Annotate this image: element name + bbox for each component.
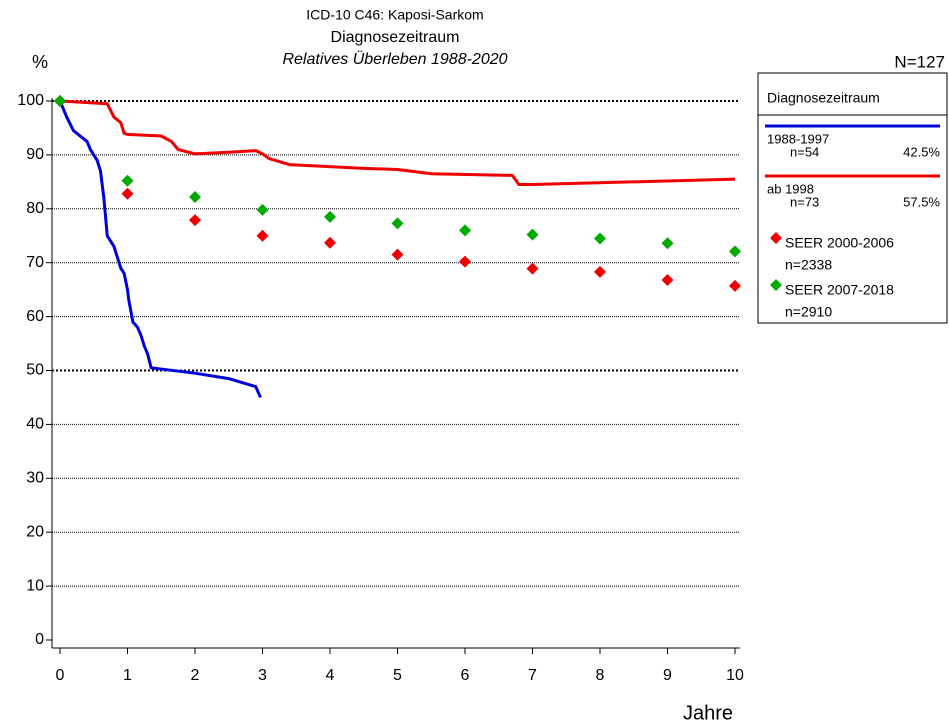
diamond-marker <box>729 245 741 258</box>
diamond-marker <box>189 190 201 203</box>
survival-line <box>58 100 262 399</box>
x-tick-label: 9 <box>663 667 672 684</box>
legend-label: 1988-1997 <box>767 131 829 146</box>
diamond-marker <box>189 214 201 227</box>
diamond-marker <box>459 224 471 237</box>
x-tick-label: 1 <box>123 667 132 684</box>
y-tick-label: 20 <box>26 523 44 540</box>
legend-label: ab 1998 <box>767 181 814 196</box>
x-tick-label: 3 <box>258 667 267 684</box>
chart-title: ICD-10 C46: Kaposi-Sarkom <box>306 7 483 23</box>
legend-count: n=2338 <box>785 257 832 273</box>
legend-label: SEER 2000-2006 <box>785 235 894 251</box>
y-tick-label: 50 <box>26 362 44 379</box>
y-tick-label: 90 <box>26 146 44 163</box>
chart-subtitle: Relatives Überleben 1988-2020 <box>282 50 507 68</box>
legend-box <box>757 72 948 324</box>
y-tick-label: 30 <box>26 470 44 487</box>
legend-count: n=2910 <box>785 304 832 320</box>
legend-label: SEER 2007-2018 <box>785 282 894 298</box>
legend-count: n=73 <box>790 194 819 209</box>
total-label: N=127 <box>894 52 945 71</box>
y-axis-label: % <box>32 52 48 72</box>
legend-count: n=54 <box>790 144 819 159</box>
legend-share: 57.5% <box>903 194 940 209</box>
diamond-marker <box>256 229 269 242</box>
legend-swatch <box>770 232 782 244</box>
y-tick-label: 70 <box>26 254 44 271</box>
y-tick-label: 40 <box>26 416 44 433</box>
chart-subtitle: Diagnosezeitraum <box>331 29 460 46</box>
x-tick-label: 2 <box>191 667 200 684</box>
y-tick-label: 0 <box>35 631 44 648</box>
diamond-marker <box>391 248 404 261</box>
diamond-marker <box>324 210 336 223</box>
legend-swatch <box>770 279 782 291</box>
legend-title: Diagnosezeitraum <box>767 90 880 106</box>
survival-line <box>59 99 736 187</box>
y-tick-label: 10 <box>26 577 44 594</box>
diamond-marker <box>121 174 134 187</box>
diamond-marker <box>391 217 404 230</box>
x-tick-label: 10 <box>726 667 744 684</box>
x-tick-label: 8 <box>596 667 605 684</box>
diamond-marker <box>526 228 539 241</box>
x-tick-label: 6 <box>461 667 470 684</box>
diamond-marker <box>324 236 336 249</box>
legend-share: 42.5% <box>903 144 940 159</box>
x-tick-label: 7 <box>528 667 537 684</box>
diamond-marker <box>121 187 134 200</box>
diamond-marker <box>594 265 606 278</box>
diamond-marker <box>729 279 741 292</box>
y-tick-label: 80 <box>26 200 44 217</box>
diamond-marker <box>256 203 269 216</box>
diamond-marker <box>526 262 539 275</box>
x-tick-label: 5 <box>393 667 402 684</box>
diamond-marker <box>54 95 66 107</box>
diamond-marker <box>459 255 471 268</box>
diamond-marker <box>594 232 606 245</box>
diamond-marker <box>661 237 674 250</box>
y-tick-label: 60 <box>26 308 44 325</box>
diamond-marker <box>661 273 674 286</box>
x-axis-label: Jahre <box>683 702 733 724</box>
y-tick-label: 100 <box>17 92 44 109</box>
x-tick-label: 4 <box>326 667 335 684</box>
x-tick-label: 0 <box>56 667 65 684</box>
